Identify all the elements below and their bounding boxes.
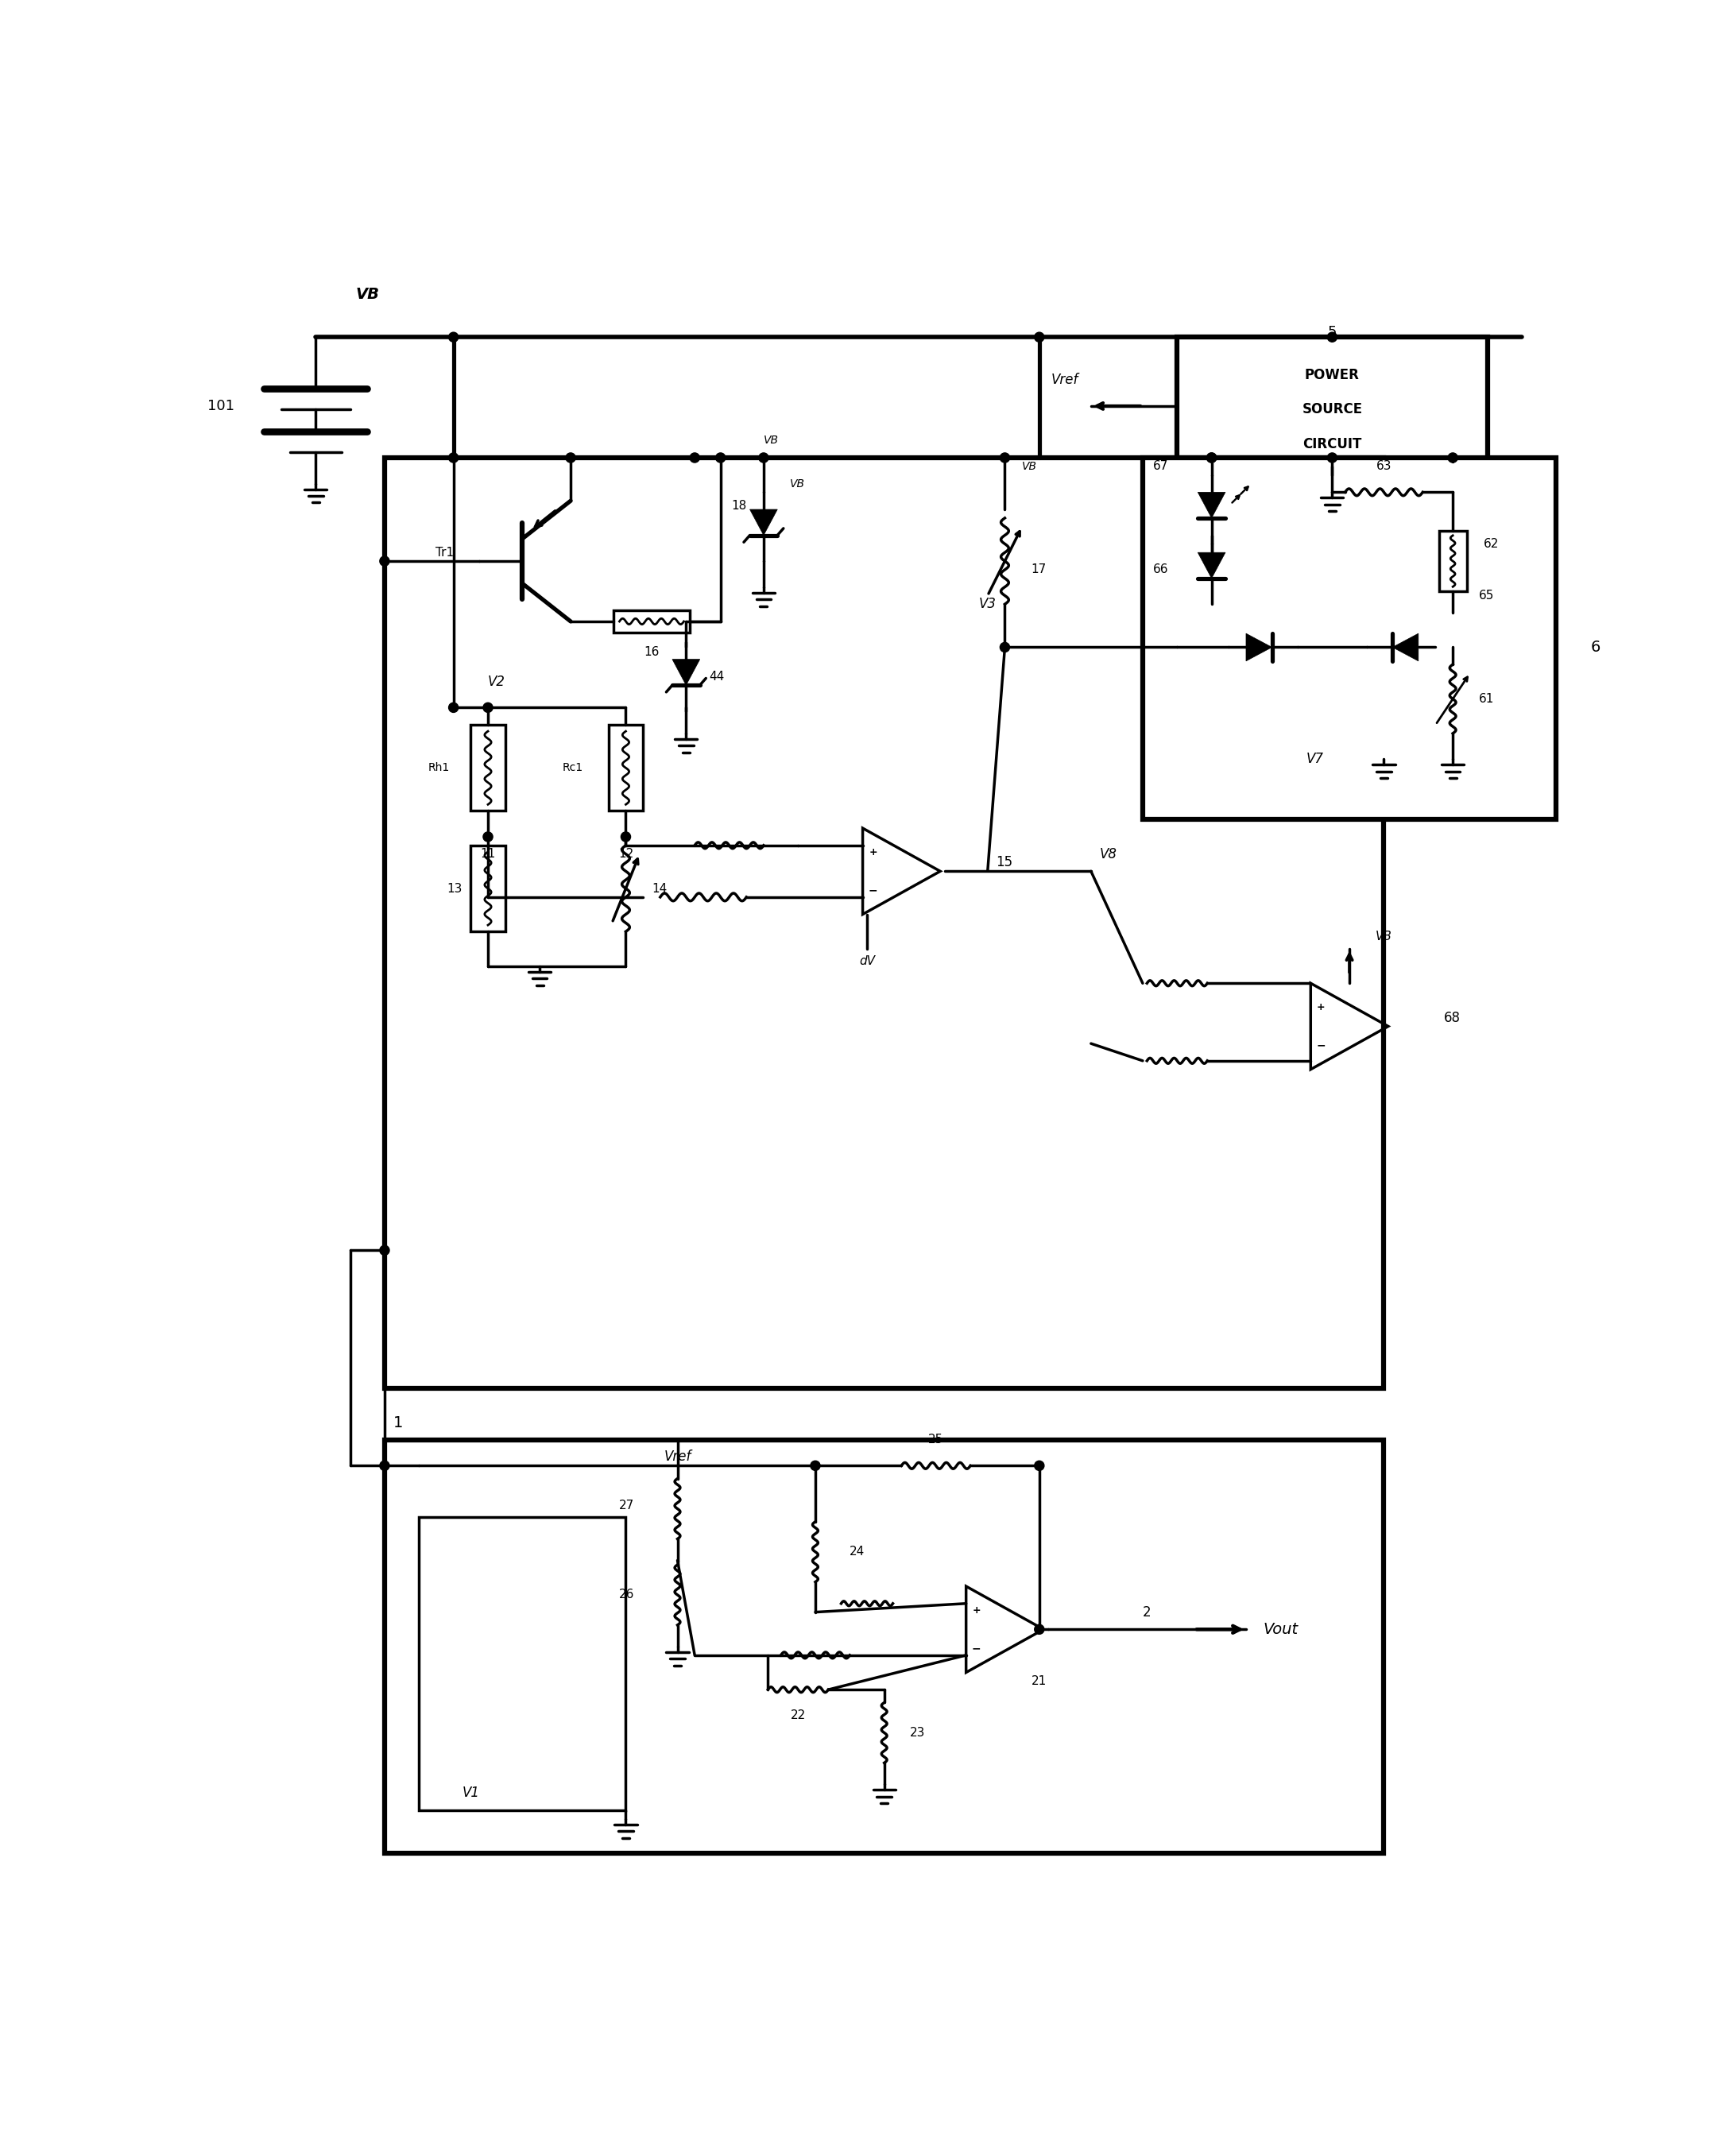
Text: Vref: Vref [1051,373,1079,388]
Circle shape [621,832,631,841]
Text: Vref: Vref [664,1449,692,1464]
Text: Tr1: Tr1 [435,545,454,558]
Circle shape [810,1462,820,1470]
Bar [385,1440,1384,1854]
Bar [470,845,505,931]
Text: 5: 5 [1328,326,1337,338]
Bar [420,1518,626,1811]
Text: 25: 25 [928,1434,943,1447]
Circle shape [1035,1462,1044,1470]
Text: +: + [973,1604,981,1615]
Text: V3: V3 [978,597,997,612]
Text: 16: 16 [643,647,659,658]
Bar [1439,530,1467,591]
Text: 21: 21 [1032,1675,1047,1686]
Text: V8: V8 [1099,847,1117,860]
Text: VB: VB [789,479,805,489]
Text: VB: VB [763,436,779,446]
Polygon shape [1392,634,1418,662]
Circle shape [716,453,725,464]
Polygon shape [673,660,701,686]
Polygon shape [1198,492,1226,517]
Circle shape [449,453,458,464]
Circle shape [1035,332,1044,343]
Text: 18: 18 [732,500,746,511]
Circle shape [1207,453,1217,464]
Text: 63: 63 [1377,461,1392,472]
Text: 22: 22 [791,1710,806,1720]
Bar [1177,336,1488,466]
Circle shape [759,453,768,464]
Text: 14: 14 [652,882,668,895]
Circle shape [380,1246,390,1255]
Circle shape [1035,1623,1044,1634]
Circle shape [690,453,699,464]
Text: VB: VB [1375,931,1392,942]
Text: 101: 101 [208,399,234,414]
Text: 12: 12 [617,847,633,860]
Circle shape [1207,453,1217,464]
Circle shape [380,556,390,565]
Text: 27: 27 [619,1498,635,1511]
Text: VB: VB [1021,461,1037,472]
Circle shape [1001,453,1009,464]
Text: dV: dV [858,955,876,966]
Circle shape [449,332,458,343]
Polygon shape [749,509,777,535]
Bar [1143,457,1555,819]
Text: −: − [869,884,877,897]
Text: 6: 6 [1590,640,1600,655]
Text: V1: V1 [461,1785,480,1800]
Text: SOURCE: SOURCE [1302,403,1363,416]
Text: Rh1: Rh1 [428,763,451,774]
Circle shape [1327,332,1337,343]
Text: 62: 62 [1484,537,1500,550]
Bar [614,610,690,632]
Text: +: + [869,847,877,858]
Circle shape [484,832,492,841]
Circle shape [1327,453,1337,464]
Text: 15: 15 [997,856,1013,869]
Circle shape [484,703,492,711]
Text: 24: 24 [850,1546,865,1559]
Text: 13: 13 [447,882,461,895]
Text: 66: 66 [1153,563,1169,576]
Circle shape [1448,453,1458,464]
Text: 23: 23 [910,1727,926,1738]
Text: V2: V2 [487,675,505,690]
Text: Rc1: Rc1 [562,763,583,774]
Text: 65: 65 [1479,589,1495,602]
Polygon shape [1198,552,1226,578]
Text: 11: 11 [480,847,496,860]
Text: 61: 61 [1479,692,1495,705]
Text: −: − [971,1643,981,1654]
Text: CIRCUIT: CIRCUIT [1302,438,1361,451]
Bar [609,724,643,811]
Text: 68: 68 [1444,1011,1460,1024]
Text: +: + [1316,1003,1325,1013]
Text: 26: 26 [619,1589,635,1602]
Text: VB: VB [355,287,380,302]
Text: 1: 1 [394,1414,402,1429]
Circle shape [1001,642,1009,651]
Text: POWER: POWER [1304,369,1359,382]
Text: 2: 2 [1143,1604,1151,1619]
Text: 67: 67 [1153,461,1169,472]
Bar [385,457,1384,1388]
Text: −: − [1316,1039,1325,1050]
Circle shape [380,1462,390,1470]
Text: Vout: Vout [1264,1621,1299,1636]
Circle shape [449,703,458,711]
Text: 44: 44 [709,671,725,683]
Circle shape [565,453,576,464]
Polygon shape [1247,634,1273,662]
Bar [470,724,505,811]
Text: V7: V7 [1306,752,1323,765]
Text: 17: 17 [1030,563,1046,576]
